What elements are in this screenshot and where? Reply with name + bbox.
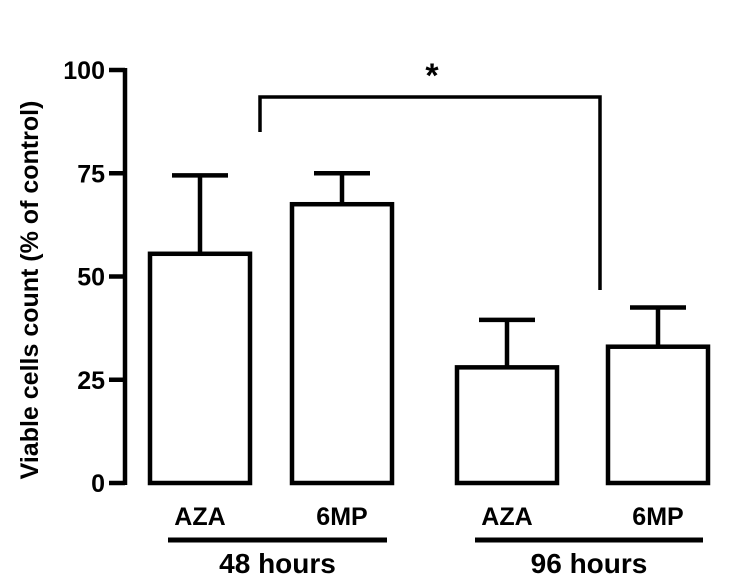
bar-0 xyxy=(147,251,253,486)
bar-1 xyxy=(289,201,395,486)
x-tick-label-0: AZA xyxy=(174,503,225,531)
y-tick-label-100: 100 xyxy=(63,57,105,85)
y-axis-ticks: 0 25 50 75 100 xyxy=(63,57,125,498)
significance-bracket-0 xyxy=(258,95,602,290)
y-tick-label-0: 0 xyxy=(91,470,105,498)
x-tick-label-2: AZA xyxy=(481,503,532,531)
bar-3 xyxy=(605,344,711,486)
x-tick-label-3: 6MP xyxy=(632,503,683,531)
y-tick-label-25: 25 xyxy=(77,367,105,395)
group-label-0: 48 hours xyxy=(219,548,336,575)
y-tick-label-75: 75 xyxy=(77,160,105,188)
significance-star-0: * xyxy=(425,57,439,95)
y-tick-label-50: 50 xyxy=(77,264,105,292)
error-bars xyxy=(172,171,686,368)
bars xyxy=(147,201,711,486)
x-tick-label-1: 6MP xyxy=(316,503,367,531)
group-label-1: 96 hours xyxy=(531,548,648,575)
significance-annotation: * xyxy=(258,57,602,290)
bar-2 xyxy=(454,365,560,486)
x-axis-tick-labels: AZA 6MP AZA 6MP xyxy=(174,503,683,531)
group-labels: 48 hours 96 hours xyxy=(168,537,703,575)
y-axis-label: Viable cells count (% of control) xyxy=(16,101,44,480)
